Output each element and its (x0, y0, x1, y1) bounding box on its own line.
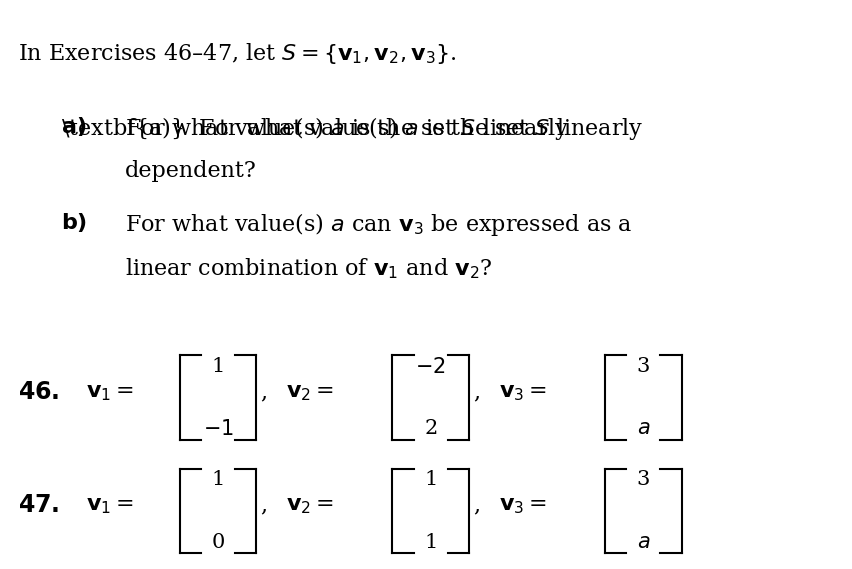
Text: $a$: $a$ (636, 533, 649, 551)
Text: 1: 1 (211, 471, 225, 489)
Text: ,: , (261, 494, 268, 516)
Text: $-2$: $-2$ (415, 357, 446, 377)
Text: $\mathbf{v}_2 =$: $\mathbf{v}_2 =$ (286, 381, 334, 403)
Text: 3: 3 (636, 357, 649, 376)
Text: $a$: $a$ (636, 419, 649, 438)
Text: $\mathbf{v}_3 =$: $\mathbf{v}_3 =$ (498, 381, 546, 403)
Text: $\mathbf{v}_2 =$: $\mathbf{v}_2 =$ (286, 494, 334, 516)
Text: $\mathbf{v}_1 =$: $\mathbf{v}_1 =$ (86, 381, 134, 403)
Text: ,: , (473, 381, 480, 403)
Text: For what value(s) $a$ can $\mathbf{v}_3$ be expressed as a: For what value(s) $a$ can $\mathbf{v}_3$… (124, 211, 631, 238)
Text: $\mathbf{b)}$: $\mathbf{b)}$ (60, 211, 87, 234)
Text: \textbf{a)}  For what value(s) $a$ is the set $S$ linearly: \textbf{a)} For what value(s) $a$ is the… (60, 114, 642, 142)
Text: $\mathbf{47.}$: $\mathbf{47.}$ (19, 494, 60, 517)
Text: linear combination of $\mathbf{v}_1$ and $\mathbf{v}_2$?: linear combination of $\mathbf{v}_1$ and… (124, 256, 492, 281)
Text: $\mathbf{a)}$: $\mathbf{a)}$ (60, 114, 86, 138)
Text: In Exercises 46–47, let $S = \{\mathbf{v}_1, \mathbf{v}_2, \mathbf{v}_3\}$.: In Exercises 46–47, let $S = \{\mathbf{v… (19, 41, 457, 66)
Text: $\mathbf{46.}$: $\mathbf{46.}$ (19, 381, 60, 403)
Text: $-1$: $-1$ (203, 419, 233, 439)
Text: ,: , (261, 381, 268, 403)
Text: 2: 2 (423, 419, 437, 438)
Text: ,: , (473, 494, 480, 516)
Text: 1: 1 (423, 533, 437, 551)
Text: For what value(s) $a$ is the set $S$ linearly: For what value(s) $a$ is the set $S$ lin… (124, 114, 568, 142)
Text: 1: 1 (423, 471, 437, 489)
Text: 0: 0 (211, 533, 225, 551)
Text: $\mathbf{v}_3 =$: $\mathbf{v}_3 =$ (498, 494, 546, 516)
Text: dependent?: dependent? (124, 160, 256, 182)
Text: 1: 1 (211, 357, 225, 376)
Text: 3: 3 (636, 471, 649, 489)
Text: $\mathbf{v}_1 =$: $\mathbf{v}_1 =$ (86, 494, 134, 516)
